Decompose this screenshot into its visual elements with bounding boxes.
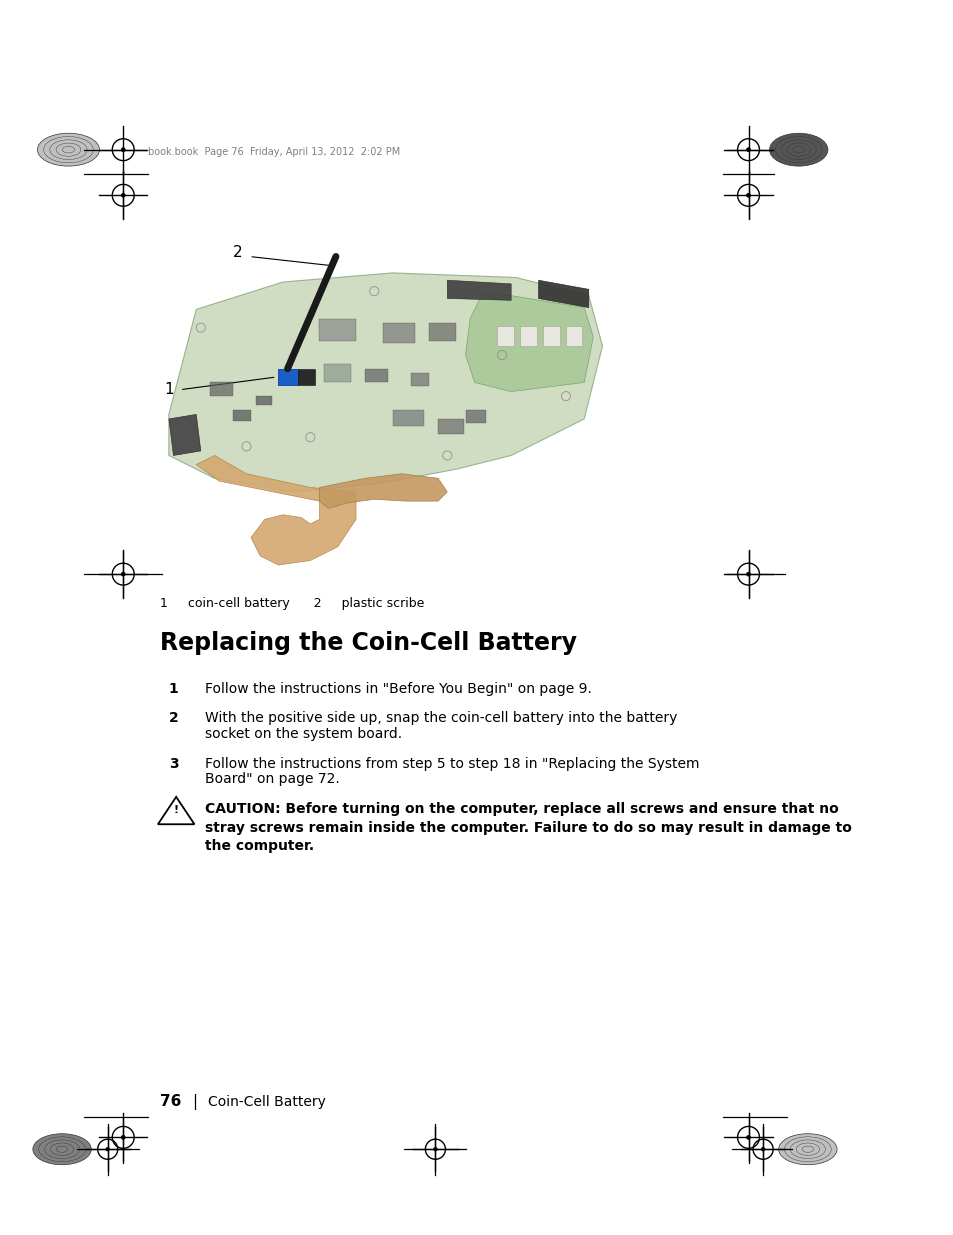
FancyBboxPatch shape [210, 383, 233, 396]
Circle shape [106, 1147, 110, 1151]
FancyBboxPatch shape [324, 364, 351, 383]
Polygon shape [319, 474, 447, 509]
Circle shape [746, 572, 750, 576]
Text: 1: 1 [169, 682, 178, 695]
Text: Coin-Cell Battery: Coin-Cell Battery [208, 1094, 326, 1109]
Circle shape [746, 148, 750, 152]
FancyBboxPatch shape [365, 369, 388, 383]
Circle shape [434, 1147, 436, 1151]
FancyBboxPatch shape [255, 396, 272, 405]
FancyBboxPatch shape [542, 326, 559, 346]
Ellipse shape [778, 1134, 836, 1165]
Text: !: ! [173, 805, 178, 815]
Circle shape [760, 1147, 764, 1151]
Text: Board" on page 72.: Board" on page 72. [205, 772, 340, 787]
Ellipse shape [769, 133, 827, 165]
Text: 2: 2 [233, 246, 242, 261]
Circle shape [746, 1135, 750, 1140]
Text: CAUTION: Before turning on the computer, replace all screws and ensure that no
s: CAUTION: Before turning on the computer,… [205, 803, 851, 853]
Polygon shape [447, 280, 511, 300]
Circle shape [746, 194, 750, 198]
Polygon shape [465, 291, 593, 391]
Polygon shape [169, 273, 602, 492]
FancyBboxPatch shape [429, 324, 456, 341]
Polygon shape [538, 280, 588, 308]
FancyBboxPatch shape [278, 369, 298, 385]
Text: Follow the instructions from step 5 to step 18 in "Replacing the System: Follow the instructions from step 5 to s… [205, 757, 700, 771]
Circle shape [121, 572, 125, 576]
FancyBboxPatch shape [319, 319, 355, 341]
Text: socket on the system board.: socket on the system board. [205, 726, 402, 741]
Circle shape [121, 194, 125, 198]
FancyBboxPatch shape [565, 326, 581, 346]
Circle shape [121, 148, 125, 152]
Text: With the positive side up, snap the coin-cell battery into the battery: With the positive side up, snap the coin… [205, 711, 677, 725]
FancyBboxPatch shape [411, 373, 429, 387]
Text: 3: 3 [169, 757, 178, 771]
Text: 1: 1 [164, 383, 173, 398]
Text: 76: 76 [159, 1094, 181, 1109]
Text: 2: 2 [169, 711, 178, 725]
Text: |: | [192, 1094, 196, 1110]
Text: book.book  Page 76  Friday, April 13, 2012  2:02 PM: book.book Page 76 Friday, April 13, 2012… [148, 147, 399, 157]
FancyBboxPatch shape [519, 326, 537, 346]
FancyBboxPatch shape [392, 410, 424, 426]
FancyBboxPatch shape [298, 369, 314, 385]
Ellipse shape [32, 1134, 91, 1165]
FancyBboxPatch shape [233, 410, 251, 421]
Polygon shape [169, 415, 201, 456]
Polygon shape [196, 456, 355, 564]
FancyBboxPatch shape [383, 324, 415, 343]
Text: 1     coin-cell battery      2     plastic scribe: 1 coin-cell battery 2 plastic scribe [159, 597, 424, 610]
Text: Follow the instructions in "Before You Begin" on page 9.: Follow the instructions in "Before You B… [205, 682, 592, 695]
Circle shape [121, 1135, 125, 1140]
Ellipse shape [37, 133, 99, 165]
FancyBboxPatch shape [497, 326, 514, 346]
FancyBboxPatch shape [437, 419, 463, 433]
Polygon shape [158, 797, 194, 824]
Text: Replacing the Coin-Cell Battery: Replacing the Coin-Cell Battery [159, 631, 577, 655]
FancyBboxPatch shape [465, 410, 485, 422]
